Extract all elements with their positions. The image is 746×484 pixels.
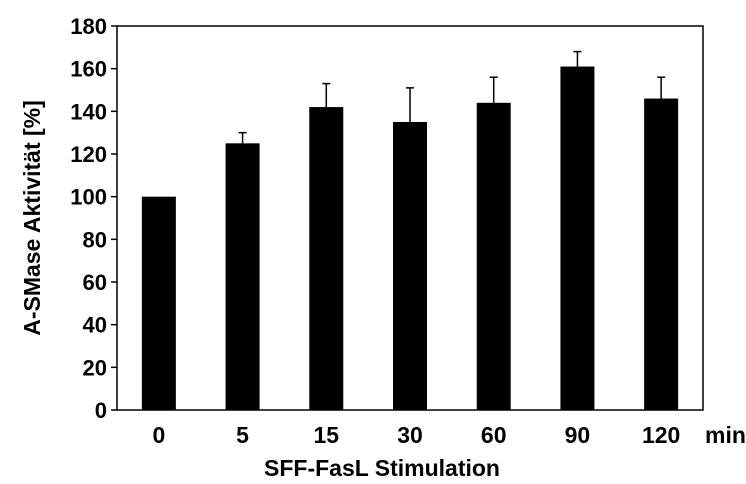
bar <box>560 66 595 411</box>
x-tick-label: 15 <box>313 422 339 448</box>
y-tick-label: 160 <box>70 57 107 82</box>
y-tick-label: 100 <box>70 185 107 210</box>
bar <box>141 196 176 410</box>
x-tick-label: 120 <box>642 422 680 448</box>
bar <box>644 98 679 411</box>
y-tick-label: 120 <box>70 142 107 167</box>
y-tick-label: 140 <box>70 99 107 124</box>
y-axis: 0 20 40 60 80 100 120 140 160 180 <box>70 14 117 423</box>
bar <box>476 102 511 411</box>
y-tick-label: 60 <box>83 270 107 295</box>
x-unit-label: min <box>705 422 746 448</box>
bar <box>225 143 260 411</box>
bar <box>393 122 427 410</box>
x-tick-label: 5 <box>236 422 249 448</box>
bar <box>309 107 344 411</box>
x-tick-label: 90 <box>565 422 591 448</box>
y-axis-title: A-SMase Aktivität [%] <box>19 100 45 336</box>
y-tick-label: 40 <box>83 313 107 338</box>
y-tick-label: 80 <box>83 227 107 252</box>
y-tick-label: 180 <box>70 14 107 39</box>
x-tick-label: 30 <box>397 422 423 448</box>
x-tick-label: 0 <box>152 422 165 448</box>
x-tick-label: 60 <box>481 422 507 448</box>
x-axis: 0 5 15 30 60 90 120 <box>152 422 680 448</box>
y-tick-label: 20 <box>83 355 107 380</box>
bars <box>141 50 679 411</box>
x-axis-title: SFF-FasL Stimulation <box>264 455 500 481</box>
y-tick-label: 0 <box>95 398 107 423</box>
